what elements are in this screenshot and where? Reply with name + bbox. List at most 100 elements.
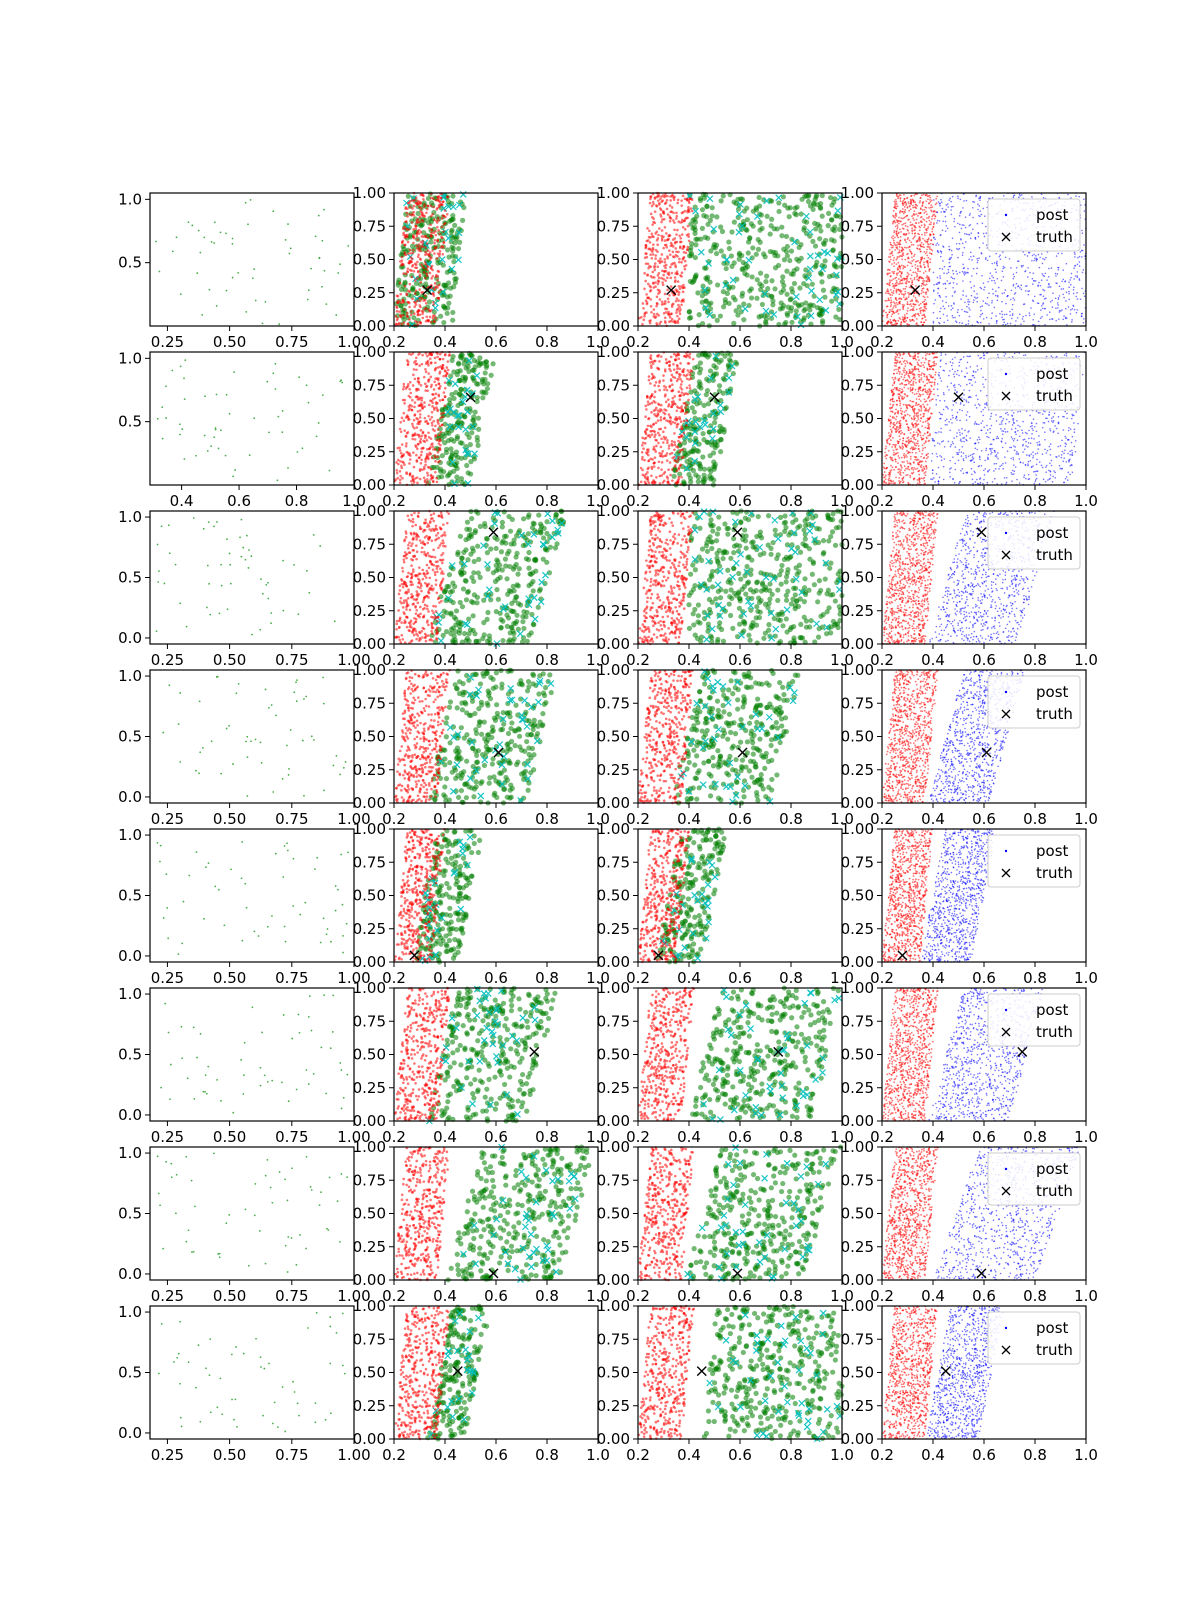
red-point xyxy=(922,296,924,298)
red-point xyxy=(927,288,929,290)
post-point xyxy=(980,310,982,312)
cyan-marker xyxy=(460,191,466,197)
green-point xyxy=(719,198,724,203)
red-point xyxy=(919,270,921,272)
red-point xyxy=(903,213,905,215)
red-point xyxy=(420,264,423,267)
prior-point xyxy=(245,311,247,313)
red-point xyxy=(919,239,921,241)
green-point xyxy=(769,199,774,204)
green-point xyxy=(446,301,451,306)
red-point xyxy=(436,356,439,359)
red-point xyxy=(658,360,661,363)
red-point xyxy=(669,266,672,269)
red-point xyxy=(919,248,921,250)
post-point xyxy=(1055,275,1057,277)
post-point xyxy=(951,257,953,259)
red-point xyxy=(904,206,906,208)
red-point xyxy=(893,278,895,280)
red-point xyxy=(896,246,898,248)
red-point xyxy=(901,211,903,213)
post-point xyxy=(1001,311,1003,313)
prior-point xyxy=(264,301,266,303)
red-point xyxy=(917,239,919,241)
red-point xyxy=(890,302,892,304)
y-tick-label: 0.75 xyxy=(841,217,874,235)
prior-point xyxy=(272,372,274,374)
red-point xyxy=(657,292,660,295)
red-point xyxy=(403,385,406,388)
green-point xyxy=(446,199,451,204)
red-point xyxy=(906,317,908,319)
red-point xyxy=(430,443,433,446)
red-point xyxy=(903,296,905,298)
red-point xyxy=(646,274,649,277)
post-point xyxy=(1002,468,1004,470)
red-point xyxy=(402,388,405,391)
red-point xyxy=(415,289,418,292)
cyan-marker xyxy=(702,422,708,428)
post-point xyxy=(977,204,979,206)
prior-point xyxy=(266,381,268,383)
red-point xyxy=(674,464,677,467)
red-point xyxy=(414,378,417,381)
post-point xyxy=(961,224,963,226)
red-point xyxy=(931,253,933,255)
red-point xyxy=(643,318,646,321)
red-point xyxy=(660,409,663,412)
post-point xyxy=(1035,280,1037,282)
red-point xyxy=(649,382,652,385)
red-point xyxy=(420,241,423,244)
green-point xyxy=(463,376,468,381)
post-point xyxy=(1022,318,1024,320)
green-point xyxy=(735,312,740,317)
green-point xyxy=(471,368,476,373)
prior-point xyxy=(321,240,323,242)
red-point xyxy=(436,257,439,260)
legend-post-marker xyxy=(1005,214,1007,216)
post-point xyxy=(973,299,975,301)
red-point xyxy=(674,459,677,462)
y-tick-label: 0.25 xyxy=(841,284,874,302)
post-point xyxy=(976,268,978,270)
red-point xyxy=(414,477,417,480)
post-point xyxy=(1009,258,1011,260)
red-point xyxy=(892,283,894,285)
red-point xyxy=(425,362,428,365)
red-point xyxy=(400,323,403,326)
red-point xyxy=(925,200,927,202)
green-point xyxy=(457,392,462,397)
red-point xyxy=(669,199,672,202)
red-point xyxy=(916,279,918,281)
red-point xyxy=(889,319,891,321)
post-point xyxy=(1033,260,1035,262)
red-point xyxy=(425,307,428,310)
red-point xyxy=(924,240,926,242)
red-point xyxy=(681,299,684,302)
red-point xyxy=(658,280,661,283)
y-tick-label: 0.00 xyxy=(597,317,630,335)
x-tick-label: 0.75 xyxy=(275,333,308,351)
post-point xyxy=(939,275,941,277)
red-point xyxy=(670,210,673,213)
red-point xyxy=(921,290,923,292)
post-point xyxy=(1015,287,1017,289)
red-point xyxy=(898,223,900,225)
prior-point xyxy=(165,385,167,387)
red-point xyxy=(443,391,446,394)
red-point xyxy=(401,443,404,446)
post-point xyxy=(1064,281,1066,283)
green-point xyxy=(700,207,705,212)
red-point xyxy=(410,256,413,259)
red-point xyxy=(667,311,670,314)
red-point xyxy=(420,438,423,441)
green-point xyxy=(449,227,454,232)
post-point xyxy=(982,208,984,210)
y-tick-label: 0.00 xyxy=(353,317,386,335)
red-point xyxy=(897,267,899,269)
red-point xyxy=(686,411,689,414)
green-point xyxy=(792,281,797,286)
green-point xyxy=(788,205,793,210)
red-point xyxy=(661,281,664,284)
green-point xyxy=(756,247,761,252)
